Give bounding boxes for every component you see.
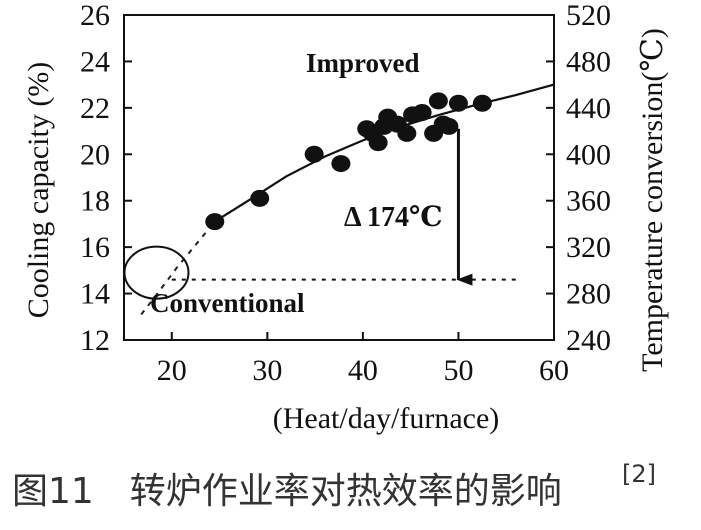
x-axis-title: (Heat/day/furnace) xyxy=(273,402,500,435)
x-tick-label: 50 xyxy=(443,354,473,387)
conventional-circle xyxy=(123,245,190,300)
data-point xyxy=(250,189,270,207)
y-tick-label-right: 280 xyxy=(566,278,611,311)
conventional-label: Conventional xyxy=(150,288,305,318)
y-tick-label-left: 26 xyxy=(80,0,110,32)
y-tick-label-right: 320 xyxy=(566,231,611,264)
y-tick-label-left: 14 xyxy=(80,278,110,311)
data-point xyxy=(304,145,324,163)
y-axis-title-right: Temperature conversion(℃) xyxy=(636,28,669,372)
x-tick-label: 40 xyxy=(348,354,378,387)
data-point xyxy=(428,92,448,110)
improved-label: Improved xyxy=(306,48,420,78)
y-tick-label-left: 12 xyxy=(80,324,110,357)
y-tick-label-right: 440 xyxy=(566,92,611,125)
data-point xyxy=(472,94,492,112)
data-point xyxy=(439,117,459,135)
x-tick-label: 20 xyxy=(157,354,187,387)
x-tick-label: 30 xyxy=(252,354,282,387)
y-tick-label-right: 480 xyxy=(566,45,611,78)
data-point xyxy=(397,124,417,142)
trend-dashed-line xyxy=(140,220,216,316)
y-tick-label-right: 240 xyxy=(566,324,611,357)
y-tick-label-left: 22 xyxy=(80,92,110,125)
plot-frame xyxy=(123,14,555,341)
x-ticks: 20 30 40 50 60 xyxy=(157,332,569,387)
y-tick-label-right: 400 xyxy=(566,138,611,171)
y-tick-label-left: 18 xyxy=(80,185,110,218)
y-tick-label-right: 360 xyxy=(566,185,611,218)
caption-reference: [2] xyxy=(622,460,656,488)
data-point xyxy=(205,213,225,231)
y-ticks-right: 240 280 320 360 400 440 480 520 xyxy=(546,0,611,357)
data-point xyxy=(448,94,468,112)
data-points xyxy=(205,92,492,231)
y-axis-title-left: Cooling capacity (%) xyxy=(22,62,55,319)
y-ticks-left: 12 14 16 18 20 22 24 26 xyxy=(80,0,132,357)
y-tick-label-left: 16 xyxy=(80,231,110,264)
delta-label: Δ 174℃ xyxy=(344,202,443,233)
data-point xyxy=(331,155,351,173)
data-point xyxy=(368,134,388,152)
figure-caption: 图11 转炉作业率对热效率的影响 xyxy=(12,471,562,512)
y-tick-label-right: 520 xyxy=(566,0,611,32)
y-tick-label-left: 24 xyxy=(80,45,110,78)
x-tick-label: 60 xyxy=(539,354,569,387)
y-tick-label-left: 20 xyxy=(80,138,110,171)
data-point xyxy=(412,104,432,121)
